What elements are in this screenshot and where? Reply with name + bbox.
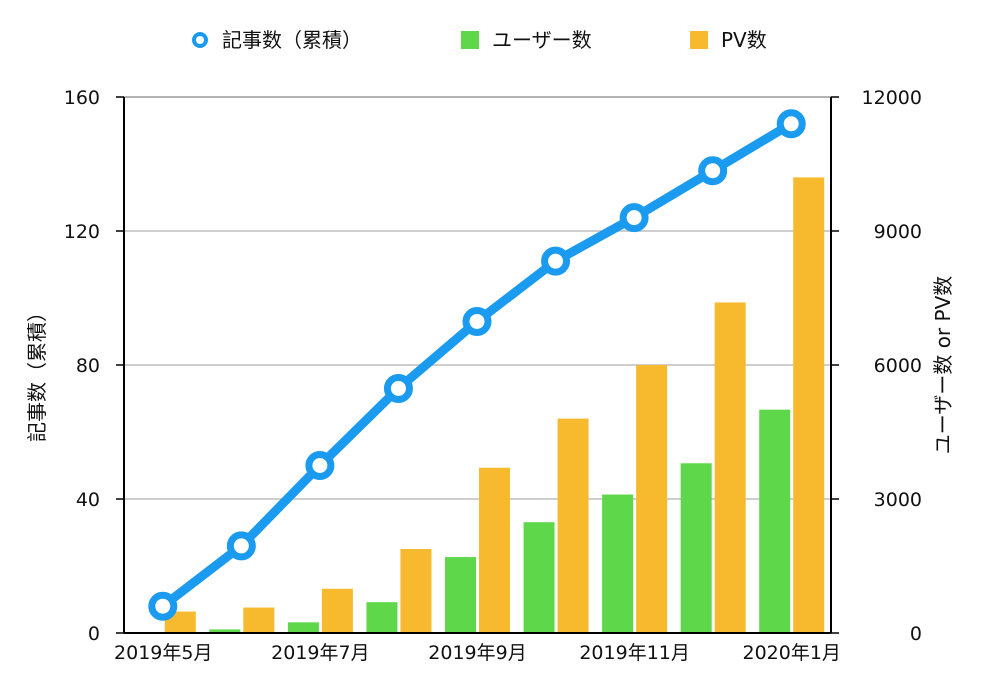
legend-swatch-users — [461, 31, 479, 49]
x-tick-label: 2020年1月 — [742, 642, 840, 664]
x-tick-label: 2019年11月 — [579, 642, 690, 664]
bar-pv — [636, 365, 668, 633]
y-tick-label-right: 0 — [910, 623, 922, 645]
left-axis-ticks: 0 40 80 120 160 — [64, 87, 124, 645]
bar-pv — [321, 588, 353, 633]
articles-point — [776, 109, 806, 139]
bar-pv — [714, 302, 746, 633]
right-axis-title: ユーザー数 or PV数 — [931, 276, 955, 455]
articles-point — [383, 373, 413, 403]
bar-pv — [557, 418, 589, 633]
legend-label-pv: PV数 — [721, 28, 767, 52]
left-axis-title: 記事数（累積） — [25, 302, 49, 442]
articles-point — [619, 203, 649, 233]
legend-label-users: ユーザー数 — [492, 28, 592, 52]
y-tick-label-right: 3000 — [874, 489, 922, 511]
bar-users — [445, 557, 476, 633]
x-tick-label: 2019年7月 — [271, 642, 369, 664]
bar-users — [366, 602, 398, 633]
y-tick-label-left: 160 — [64, 87, 100, 109]
bar-users — [602, 494, 634, 633]
x-tick-label: 2019年9月 — [428, 642, 526, 664]
y-tick-label-right: 12000 — [862, 87, 922, 109]
bar-users — [759, 409, 791, 633]
legend-marker-articles — [192, 32, 208, 48]
y-tick-label-left: 40 — [76, 489, 100, 511]
right-axis-ticks: 0 3000 6000 9000 12000 — [831, 87, 922, 645]
bar-pv — [793, 177, 825, 633]
bar-pv — [400, 549, 432, 633]
bar-users — [209, 629, 241, 633]
y-tick-label-left: 80 — [76, 355, 100, 377]
line-series-articles — [148, 109, 806, 621]
y-tick-label-left: 120 — [64, 221, 100, 243]
grid-lines — [124, 96, 831, 500]
articles-point — [698, 156, 728, 186]
y-tick-label-right: 6000 — [874, 355, 922, 377]
bar-users — [680, 463, 712, 633]
bar-pv — [243, 607, 275, 633]
x-axis-ticks: 2019年5月 2019年7月 2019年9月 2019年11月 2020年1月 — [114, 642, 841, 664]
bar-users — [523, 522, 555, 633]
x-tick-label: 2019年5月 — [114, 642, 212, 664]
articles-point — [305, 451, 335, 480]
articles-point — [541, 246, 571, 276]
bar-series — [164, 177, 825, 633]
bar-pv — [479, 467, 510, 633]
legend: 記事数（累積） ユーザー数 PV数 — [192, 28, 767, 52]
articles-point — [148, 591, 178, 621]
bar-users — [287, 622, 319, 633]
y-tick-label-right: 9000 — [874, 221, 922, 243]
legend-label-articles: 記事数（累積） — [222, 28, 362, 52]
articles-point — [226, 531, 256, 561]
legend-swatch-pv — [690, 31, 708, 49]
articles-point — [462, 306, 492, 336]
y-tick-label-left: 0 — [88, 623, 100, 645]
